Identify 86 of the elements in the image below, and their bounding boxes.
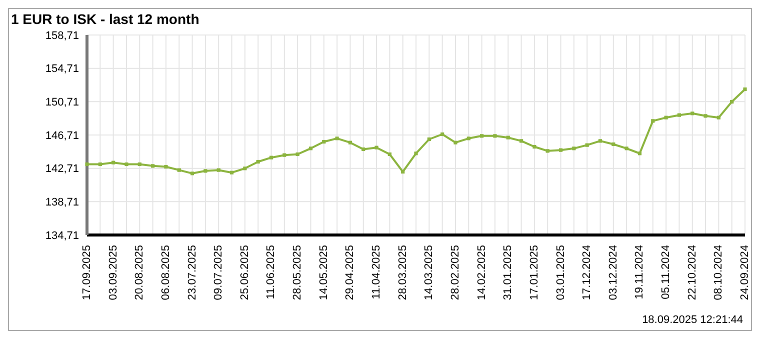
x-tick-label: 08.10.2024: [712, 245, 725, 300]
point: [730, 100, 734, 104]
point: [454, 140, 458, 144]
x-tick-label: 22.10.2024: [686, 245, 698, 300]
y-tick-label: 134,71: [45, 230, 79, 242]
point: [362, 147, 366, 152]
point: [506, 136, 510, 140]
point: [164, 164, 168, 169]
point: [558, 148, 563, 152]
point: [585, 143, 589, 147]
point: [704, 114, 708, 118]
point: [401, 170, 405, 174]
y-tick-label: 142,71: [45, 163, 79, 176]
y-tick-label: 138,71: [45, 196, 79, 209]
point: [256, 160, 260, 164]
point: [230, 170, 234, 174]
point: [638, 152, 642, 156]
point: [322, 140, 326, 144]
point: [598, 139, 602, 143]
point: [651, 119, 655, 123]
y-tick-label: 154,71: [45, 63, 79, 76]
x-tick-label: 20.08.2025: [134, 245, 146, 300]
point: [243, 166, 247, 170]
y-tick-label: 150,71: [45, 96, 79, 109]
chart-title: 1 EUR to ISK - last 12 month: [11, 11, 200, 27]
point: [282, 153, 286, 157]
point: [677, 113, 681, 117]
point: [572, 146, 576, 150]
point: [269, 156, 274, 160]
x-tick-label: 24.09.2024: [739, 245, 751, 300]
y-tick-label: 146,71: [45, 130, 79, 142]
point: [493, 134, 497, 138]
x-tick-label: 05.11.2024: [660, 245, 672, 300]
point: [466, 136, 470, 140]
point: [388, 152, 392, 156]
point: [296, 152, 300, 156]
point: [204, 169, 208, 173]
x-tick-label: 19.11.2024: [634, 245, 646, 300]
point: [112, 160, 116, 164]
x-tick-label: 17.01.2025: [528, 245, 540, 300]
point: [440, 132, 444, 136]
point: [612, 142, 616, 146]
point: [519, 139, 524, 143]
x-tick-label: 23.07.2025: [186, 245, 198, 300]
point: [138, 162, 142, 166]
point: [335, 136, 339, 140]
point: [124, 162, 128, 166]
x-tick-label: 09.07.2025: [212, 245, 225, 300]
point: [427, 137, 431, 142]
point: [85, 162, 89, 166]
x-tick-label: 17.12.2024: [581, 245, 594, 300]
x-tick-label: 25.06.2025: [238, 245, 251, 300]
point: [414, 152, 418, 156]
point: [98, 162, 102, 166]
point: [480, 134, 484, 138]
text: 18.09.2025 12:21:44: [642, 314, 743, 326]
x-tick-label: 03.09.2025: [107, 245, 120, 300]
x-tick-label: 06.08.2025: [160, 245, 172, 300]
point: [216, 168, 220, 172]
x-tick-label: 11.04.2025: [370, 245, 383, 300]
point: [532, 144, 536, 149]
x-tick-label: 14.02.2025: [476, 245, 488, 300]
y-tick-label: 158,71: [45, 30, 79, 42]
x-tick-label: 03.12.2024: [607, 245, 620, 300]
x-tick-label: 14.05.2025: [318, 245, 330, 300]
x-tick-label: 28.03.2025: [396, 245, 409, 300]
point: [716, 116, 720, 120]
x-tick-label: 29.04.2025: [344, 245, 356, 300]
point: [690, 112, 694, 116]
point: [624, 146, 628, 150]
point: [664, 116, 668, 120]
point: [151, 164, 155, 168]
point: [743, 87, 747, 92]
point: [308, 146, 313, 150]
point: [190, 172, 194, 176]
x-tick-label: 28.02.2025: [449, 245, 462, 300]
point: [348, 140, 352, 144]
x-tick-label: 14.03.2025: [423, 245, 436, 300]
x-tick-label: 03.01.2025: [554, 245, 567, 300]
point: [177, 168, 181, 172]
x-tick-label: 11.06.2025: [265, 245, 278, 300]
x-tick-label: 31.01.2025: [502, 245, 514, 300]
x-tick-label: 28.05.2025: [292, 245, 304, 300]
x-tick-label: 17.09.2025: [81, 245, 93, 300]
point: [546, 149, 550, 153]
point: [374, 146, 378, 150]
